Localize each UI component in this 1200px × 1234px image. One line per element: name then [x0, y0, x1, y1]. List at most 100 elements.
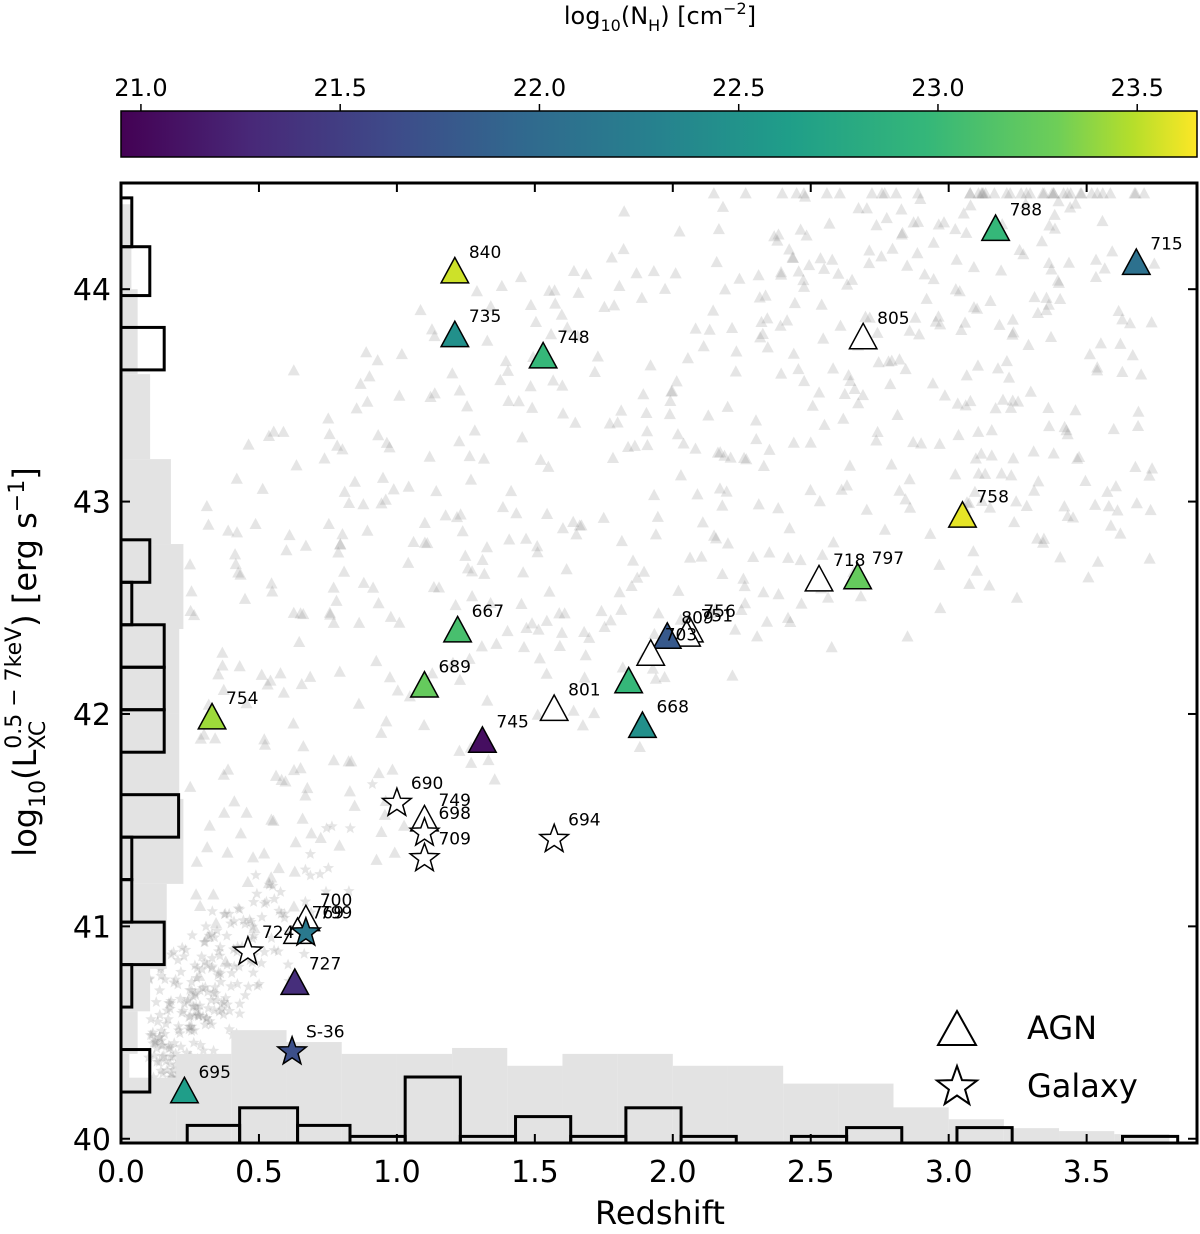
- bg-point: [924, 527, 937, 539]
- bg-point: [147, 1037, 159, 1049]
- bg-point: [635, 291, 648, 303]
- bg-point: [1037, 532, 1050, 544]
- bg-point: [199, 956, 211, 967]
- bg-point: [192, 1009, 205, 1021]
- x-tick-label: 2.0: [649, 1155, 697, 1190]
- bg-point: [248, 921, 261, 934]
- bg-point: [210, 917, 223, 929]
- bg-point: [214, 941, 226, 952]
- hist-y-bg-bar: [121, 713, 180, 799]
- bg-point: [1130, 497, 1143, 509]
- bg-point: [514, 270, 528, 283]
- bg-point: [1148, 257, 1161, 269]
- bg-point: [774, 319, 787, 331]
- bg-point: [418, 718, 431, 731]
- bg-point: [967, 545, 980, 557]
- bg-point: [216, 998, 228, 1009]
- bg-point: [185, 585, 198, 597]
- bg-point: [466, 590, 479, 602]
- bg-point: [1064, 187, 1077, 199]
- bg-point: [194, 899, 207, 912]
- bg-point: [920, 292, 933, 304]
- bg-point: [162, 1013, 174, 1025]
- bg-point: [263, 878, 276, 890]
- bg-point: [872, 356, 885, 368]
- bg-point: [1028, 484, 1041, 496]
- triangle-marker: [980, 213, 1011, 242]
- bg-point: [885, 458, 898, 470]
- bg-point: [1054, 292, 1067, 305]
- bg-point: [971, 359, 984, 371]
- bg-point: [1143, 552, 1156, 564]
- bg-point: [450, 510, 464, 523]
- bg-point: [371, 354, 384, 366]
- bg-point: [914, 192, 927, 204]
- bg-point: [299, 895, 312, 907]
- bg-point: [384, 610, 397, 622]
- bg-point: [182, 993, 195, 1005]
- bg-point: [258, 897, 271, 909]
- bg-point: [878, 523, 892, 535]
- bg-point: [169, 973, 182, 985]
- marker-label: 797: [872, 549, 904, 569]
- highlighted-markers: [169, 213, 1152, 1104]
- bg-point: [232, 566, 245, 578]
- triangle-marker: [671, 619, 702, 647]
- marker-label: 695: [198, 1063, 230, 1083]
- bg-point: [323, 427, 336, 440]
- bg-point: [188, 1024, 200, 1036]
- bg-point: [901, 630, 914, 642]
- bg-point: [247, 896, 260, 907]
- marker-label: 709: [438, 829, 470, 849]
- bg-point: [616, 661, 629, 673]
- bg-point: [299, 789, 312, 801]
- marker-label: 769: [312, 904, 344, 924]
- bg-point: [197, 1044, 210, 1056]
- bg-point: [822, 591, 835, 603]
- bg-point: [672, 584, 685, 596]
- bg-point: [524, 298, 537, 311]
- triangle-marker: [169, 1075, 200, 1104]
- bg-point: [556, 522, 569, 534]
- bg-point: [188, 1009, 201, 1021]
- bg-point: [794, 223, 807, 235]
- bg-point: [145, 1013, 157, 1025]
- bg-point: [754, 331, 767, 343]
- bg-point: [710, 532, 723, 544]
- bg-point: [1098, 262, 1111, 274]
- bg-point: [578, 625, 591, 638]
- bg-point: [964, 199, 977, 211]
- star-marker: [408, 841, 441, 873]
- bg-point: [757, 459, 770, 471]
- bg-point: [179, 943, 192, 955]
- bg-point: [875, 187, 889, 199]
- hist-y-bg-bar: [121, 629, 180, 714]
- bg-point: [703, 323, 716, 335]
- bg-point: [201, 930, 214, 942]
- hist-y-bg-bar: [121, 1011, 138, 1054]
- bg-point: [287, 606, 300, 618]
- bg-point: [976, 187, 989, 199]
- bg-point: [428, 387, 441, 399]
- bg-point: [208, 931, 221, 943]
- bg-point: [730, 345, 743, 357]
- bg-point: [167, 1064, 180, 1075]
- hist-y-bg-bar: [121, 968, 151, 1012]
- bg-point: [172, 1020, 185, 1032]
- bg-point: [154, 1008, 166, 1020]
- bg-point: [176, 1007, 188, 1018]
- colorbar: [120, 110, 1198, 158]
- bg-point: [357, 498, 370, 510]
- x-tick-label: 0.0: [97, 1155, 145, 1190]
- bg-point: [147, 1071, 160, 1083]
- bg-point: [893, 353, 906, 365]
- bg-point: [293, 635, 306, 648]
- bg-point: [247, 966, 259, 978]
- bg-point: [652, 607, 665, 619]
- bg-point: [267, 425, 280, 437]
- bg-point: [203, 929, 216, 941]
- bg-point: [192, 1003, 204, 1015]
- bg-point: [995, 467, 1008, 479]
- bg-point: [363, 370, 376, 382]
- colorbar-tick-label: 23.0: [911, 74, 964, 102]
